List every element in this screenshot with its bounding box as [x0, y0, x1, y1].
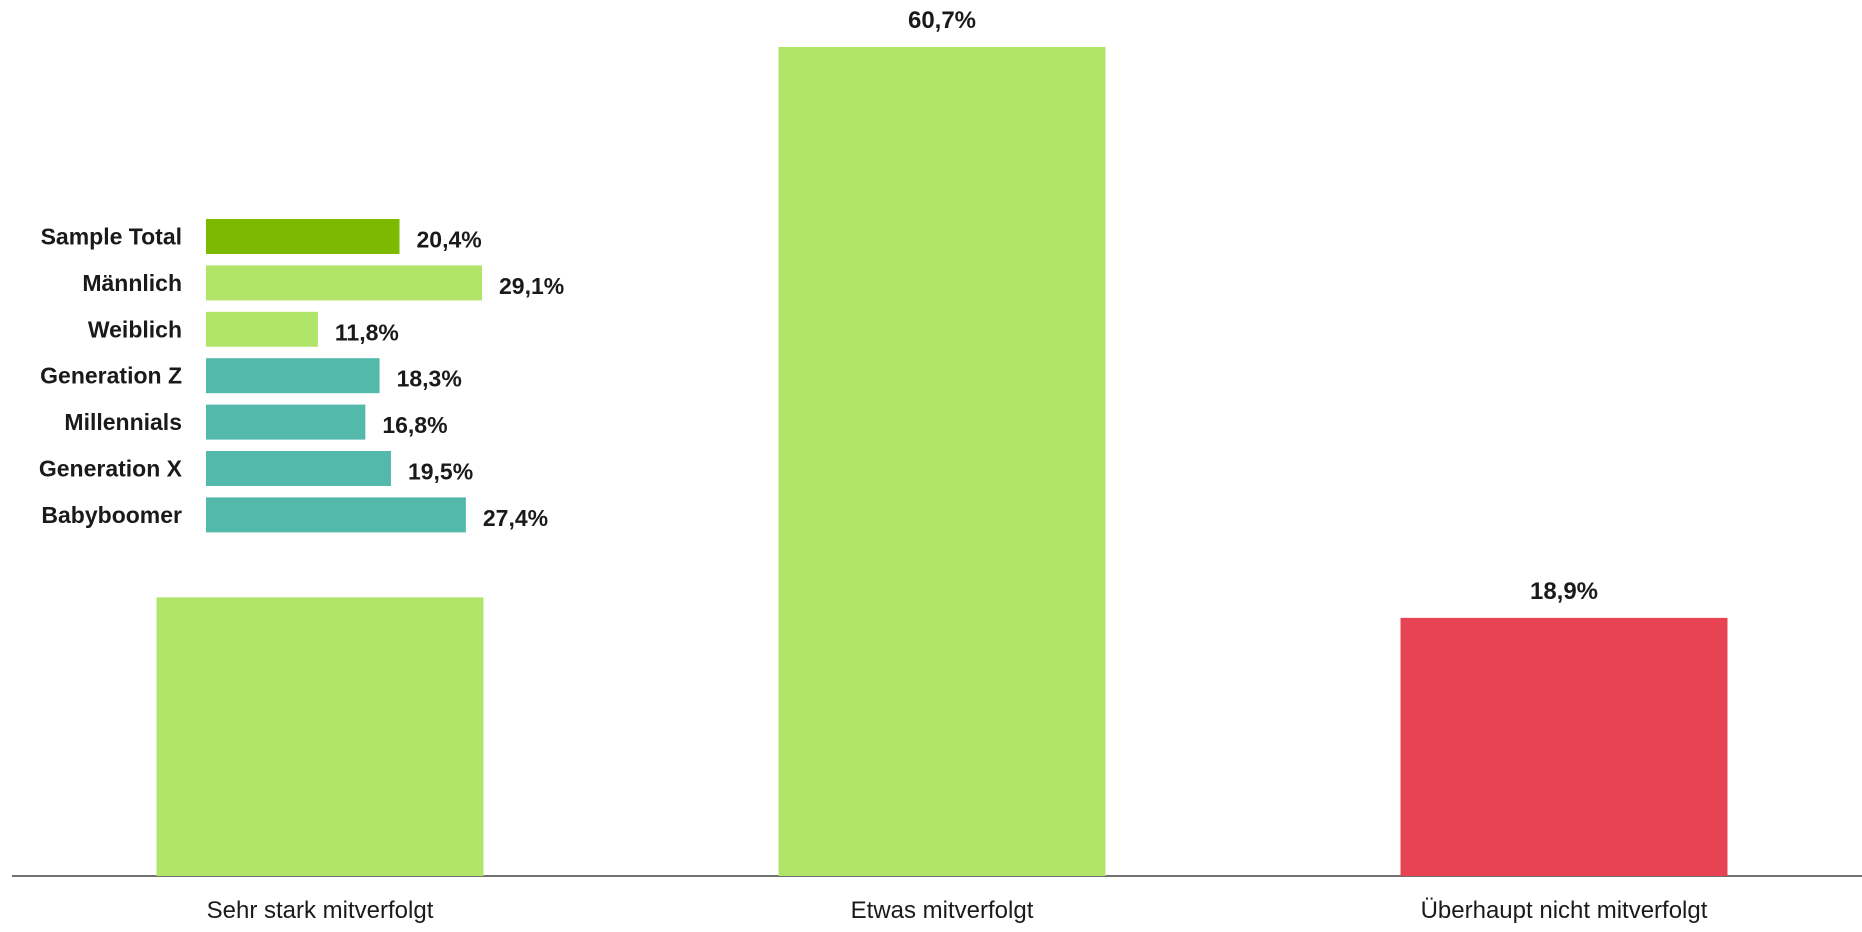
inset-bar-6	[206, 451, 391, 486]
inset-value-label-3: 11,8%	[335, 319, 399, 345]
inset-category-label-5: Millennials	[64, 409, 182, 435]
inset-value-label-5: 16,8%	[382, 412, 447, 438]
inset-value-label-6: 19,5%	[408, 459, 473, 485]
inset-category-label-3: Weiblich	[88, 316, 182, 342]
inset-value-label-7: 27,4%	[483, 505, 548, 531]
inset-category-label-4: Generation Z	[40, 363, 182, 389]
inset-bar-5	[206, 404, 366, 440]
bar-2	[778, 47, 1106, 876]
category-label-2: Etwas mitverfolgt	[851, 897, 1034, 924]
inset-value-label-4: 18,3%	[397, 366, 462, 392]
inset-value-label-2: 29,1%	[499, 273, 564, 299]
inset-category-label-6: Generation X	[39, 456, 183, 482]
bar-value-label-3: 18,9%	[1530, 578, 1598, 605]
inset-bars: Sample Total 20,4% Männlich 29,1% Weiblich 11…	[39, 219, 564, 533]
inset-value-label-1: 20,4%	[416, 227, 481, 253]
main-bars: Sehr stark mitverfolgt 60,7% Etwas mitverf…	[156, 7, 1728, 924]
inset-bar-3	[206, 311, 318, 347]
inset-bar-1	[206, 219, 400, 254]
bar-1	[156, 597, 484, 876]
inset-category-label-7: Babyboomer	[41, 502, 182, 528]
category-label-3: Überhaupt nicht mitverfolgt	[1421, 897, 1708, 924]
bar-3	[1400, 617, 1728, 876]
inset-bar-4	[206, 358, 380, 394]
inset-bar-7	[206, 497, 466, 533]
inset-category-label-2: Männlich	[82, 270, 182, 296]
inset-bar-2	[206, 265, 482, 301]
inset-category-label-1: Sample Total	[41, 224, 182, 250]
category-label-1: Sehr stark mitverfolgt	[207, 897, 434, 924]
bar-value-label-2: 60,7%	[908, 7, 976, 34]
